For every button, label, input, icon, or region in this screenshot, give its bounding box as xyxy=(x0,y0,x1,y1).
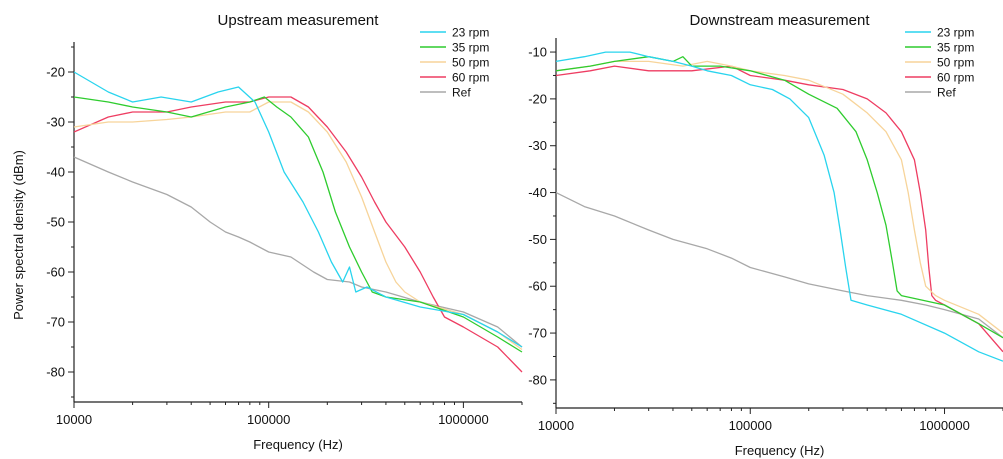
x-axis-label: Frequency (Hz) xyxy=(735,443,825,458)
upstream-chart: Upstream measurement -20 -30 -40 -50 -60 -70 -8… xyxy=(46,12,523,452)
downstream-chart: Downstream measurement -10 -20 -30 -40 -50 -60… xyxy=(528,12,1003,458)
y-tick-label: -20 xyxy=(46,65,65,80)
y-tick-label: -50 xyxy=(46,215,65,230)
x-tick-label: 100000 xyxy=(729,418,772,433)
y-tick-label: -40 xyxy=(46,165,65,180)
x-axis-label: Frequency (Hz) xyxy=(253,437,343,452)
y-tick-label: -60 xyxy=(46,265,65,280)
legend-label: 35 rpm xyxy=(452,41,489,55)
shared-y-axis-label: Power spectral density (dBm) xyxy=(11,150,26,320)
y-tick-label: -40 xyxy=(528,185,547,200)
x-tick-label: 100000 xyxy=(247,412,290,427)
x-tick-label: 10000 xyxy=(538,418,574,433)
series-line-23-rpm xyxy=(73,71,523,348)
x-tick-label: 10000 xyxy=(56,412,92,427)
legend-label: 50 rpm xyxy=(452,56,489,70)
series-line-60-rpm xyxy=(73,96,523,373)
chart-title: Downstream measurement xyxy=(689,12,870,29)
series-line-35-rpm xyxy=(73,96,523,353)
legend-label: Ref xyxy=(937,86,956,100)
series-line-ref xyxy=(555,192,1003,339)
y-tick-label: -30 xyxy=(528,138,547,153)
legend-label: 23 rpm xyxy=(937,26,974,40)
x-tick-label: 1000000 xyxy=(919,418,970,433)
legend-label: 35 rpm xyxy=(937,41,974,55)
series-line-50-rpm xyxy=(555,60,1003,334)
y-tick-label: -80 xyxy=(528,372,547,387)
series-line-60-rpm xyxy=(555,65,1003,353)
y-tick-label: -70 xyxy=(528,326,547,341)
y-tick-label: -20 xyxy=(528,91,547,106)
legend-label: Ref xyxy=(452,86,471,100)
y-tick-label: -60 xyxy=(528,279,547,294)
y-tick-label: -30 xyxy=(46,115,65,130)
y-tick-label: -10 xyxy=(528,45,547,60)
chart-title: Upstream measurement xyxy=(218,12,380,29)
y-tick-label: -80 xyxy=(46,365,65,380)
x-tick-label: 1000000 xyxy=(438,412,489,427)
legend-label: 23 rpm xyxy=(452,26,489,40)
series-line-23-rpm xyxy=(555,51,1003,362)
y-tick-label: -70 xyxy=(46,315,65,330)
series-line-ref xyxy=(73,156,523,348)
legend-label: 60 rpm xyxy=(937,71,974,85)
y-tick-label: -50 xyxy=(528,232,547,247)
series-line-50-rpm xyxy=(73,101,523,351)
legend-label: 60 rpm xyxy=(452,71,489,85)
legend-label: 50 rpm xyxy=(937,56,974,70)
